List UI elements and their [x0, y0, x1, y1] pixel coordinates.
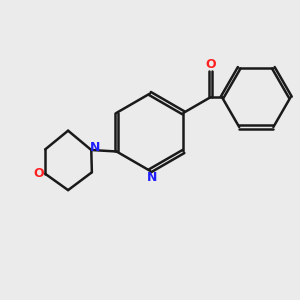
Text: O: O — [205, 58, 215, 71]
Text: O: O — [33, 167, 44, 180]
Text: N: N — [90, 140, 100, 154]
Text: N: N — [147, 171, 158, 184]
